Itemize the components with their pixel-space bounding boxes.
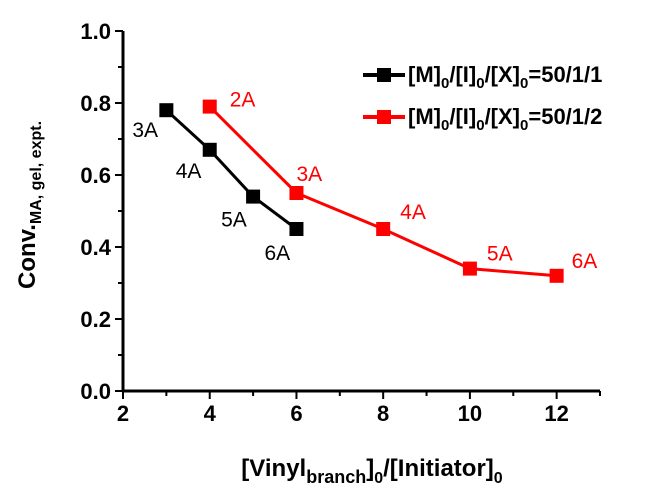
data-label: 6A: [572, 250, 598, 273]
y-tick-label: 0.4: [80, 235, 111, 260]
y-tick-label: 0.2: [80, 307, 111, 332]
data-point: [202, 99, 217, 114]
x-tick-label: 10: [458, 401, 482, 426]
legend-2-suffix: =50/1/2: [528, 104, 602, 129]
data-label: 3A: [296, 163, 322, 186]
data-label: 4A: [400, 201, 426, 224]
legend-marker-1: [377, 68, 391, 82]
data-label: 5A: [221, 209, 247, 232]
series-2: [202, 99, 564, 283]
data-point: [549, 268, 564, 283]
data-point: [202, 142, 217, 157]
x-axis-title-sub2: 0: [374, 470, 383, 487]
data-point: [289, 186, 304, 200]
series: [159, 99, 564, 283]
data-point: [462, 261, 477, 276]
legend-label-1: [M]0/[I]0/[X]0=50/1/1: [408, 62, 602, 92]
y-tick-label: 0.6: [80, 163, 111, 188]
data-point: [246, 189, 261, 204]
x-axis-title-main: [Vinyl: [241, 455, 306, 482]
data-label: 5A: [487, 243, 513, 266]
x-tick-label: 6: [290, 401, 302, 426]
axes: [115, 30, 601, 399]
legend-1-s3: 0: [520, 75, 528, 92]
x-axis-title-sub3: 0: [494, 470, 503, 487]
x-tick-label: 8: [377, 401, 389, 426]
data-point: [376, 222, 391, 236]
y-axis-title-main: Conv.: [14, 224, 41, 289]
data-point: [159, 103, 174, 118]
data-labels: 3A 4A 5A 6A 2A 3A 4A 5A 6A: [132, 89, 597, 273]
x-axis-title-sub1: branch: [306, 467, 366, 487]
legend-entry-1: [M]0/[I]0/[X]0=50/1/1: [363, 62, 602, 92]
legend-2-mid1: /[I]: [449, 104, 476, 129]
legend-1-prefix: [M]: [408, 62, 441, 87]
legend-2-mid2: /[X]: [485, 104, 520, 129]
data-label: 2A: [230, 89, 256, 112]
legend-2-s1: 0: [441, 117, 449, 134]
y-tick-label: 1.0: [80, 19, 111, 44]
x-tick-label: 2: [117, 401, 129, 426]
legend-2-prefix: [M]: [408, 104, 441, 129]
legend-label-2: [M]0/[I]0/[X]0=50/1/2: [408, 104, 602, 134]
legend-1-s2: 0: [476, 75, 484, 92]
series-1: [159, 103, 304, 236]
x-axis-title-mid: ]: [366, 455, 374, 482]
data-label: 4A: [176, 160, 202, 183]
y-tick-label: 0.8: [80, 91, 111, 116]
legend-1-mid1: /[I]: [449, 62, 476, 87]
y-axis-title-sub: MA, gel, expt.: [28, 121, 45, 224]
y-axis-title: Conv.MA, gel, expt.: [14, 121, 45, 289]
data-label: 3A: [132, 119, 158, 142]
series-line: [165, 109, 298, 231]
legend-marker-2: [377, 110, 391, 124]
data-point: [289, 222, 304, 236]
data-label: 6A: [264, 242, 290, 265]
legend-1-suffix: =50/1/1: [528, 62, 602, 87]
x-axis-title: [Vinylbranch]0/[Initiator]0: [241, 455, 503, 487]
legend-1-s1: 0: [441, 75, 449, 92]
legend-2-s3: 0: [520, 117, 528, 134]
legend: [M]0/[I]0/[X]0=50/1/1 [M]0/[I]0/[X]0=50/…: [363, 62, 602, 134]
x-axis-title-mid2: /[Initiator]: [383, 455, 494, 482]
legend-2-s2: 0: [476, 117, 484, 134]
y-tick-label: 0.0: [80, 379, 111, 404]
tick-labels: 2 4 6 8 10 12 0.0 0.2 0.4 0.6 0.8 1.0: [80, 19, 568, 426]
x-tick-label: 4: [204, 401, 217, 426]
x-tick-label: 12: [544, 401, 568, 426]
legend-1-mid2: /[X]: [485, 62, 520, 87]
legend-entry-2: [M]0/[I]0/[X]0=50/1/2: [363, 104, 602, 134]
